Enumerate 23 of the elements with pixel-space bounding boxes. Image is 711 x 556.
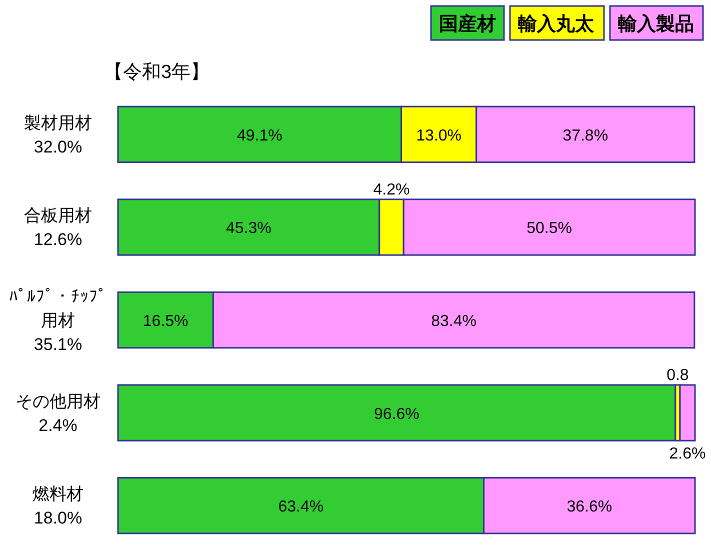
y-tick-label: その他用材 2.4%: [16, 392, 100, 435]
data-label: 2.6%: [669, 446, 706, 463]
data-label: 16.5%: [142, 313, 188, 330]
y-tick-label: 合板用材 12.6%: [24, 206, 92, 250]
data-label: 37.8%: [562, 127, 608, 144]
text: 【令和3年】: [104, 62, 210, 83]
data-label: 96.6%: [374, 406, 420, 423]
y-tick-label: 製材用材 32.0%: [24, 113, 92, 156]
data-label: 36.6%: [566, 498, 612, 516]
data-label: 50.5%: [526, 220, 572, 238]
data-label: 0.8: [666, 366, 689, 384]
data-label: 63.4%: [278, 498, 324, 516]
y-tick-label: ﾊﾟﾙﾌﾟ・ﾁｯﾌﾟ用材 35.1%: [9, 287, 107, 354]
text: 輸入丸太: [517, 13, 595, 35]
data-label: 83.4%: [431, 313, 476, 330]
y-tick-label: 燃料材 18.0%: [32, 484, 84, 528]
data-label: 45.3%: [226, 220, 272, 238]
text: 国産材: [439, 13, 496, 35]
text: 輸入製品: [617, 13, 694, 35]
data-label: 4.2%: [373, 181, 410, 198]
data-label: 49.1%: [236, 127, 282, 144]
data-label: 13.0%: [416, 127, 462, 144]
bar: [117, 384, 676, 442]
